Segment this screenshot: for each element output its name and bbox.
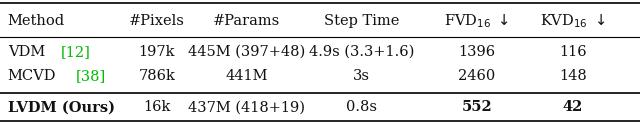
Text: 42: 42 xyxy=(563,100,583,114)
Text: Method: Method xyxy=(8,14,65,28)
Text: [12]: [12] xyxy=(61,45,91,59)
Text: 1396: 1396 xyxy=(458,45,495,59)
Text: LVDM (Ours): LVDM (Ours) xyxy=(8,100,115,114)
Text: VDM: VDM xyxy=(8,45,45,59)
Text: 441M: 441M xyxy=(225,69,268,83)
Text: 0.8s: 0.8s xyxy=(346,100,377,114)
Text: 197k: 197k xyxy=(138,45,175,59)
Text: Step Time: Step Time xyxy=(324,14,399,28)
Text: #Params: #Params xyxy=(212,14,280,28)
Text: KVD$_{16}$ $\downarrow$: KVD$_{16}$ $\downarrow$ xyxy=(540,12,605,30)
Text: [38]: [38] xyxy=(76,69,106,83)
Text: 148: 148 xyxy=(559,69,587,83)
Text: 786k: 786k xyxy=(138,69,175,83)
Text: 3s: 3s xyxy=(353,69,370,83)
Text: #Pixels: #Pixels xyxy=(129,14,185,28)
Text: 445M (397+48): 445M (397+48) xyxy=(188,45,305,59)
Text: MCVD: MCVD xyxy=(8,69,56,83)
Text: 2460: 2460 xyxy=(458,69,495,83)
Text: 116: 116 xyxy=(559,45,587,59)
Text: 437M (418+19): 437M (418+19) xyxy=(188,100,305,114)
Text: 16k: 16k xyxy=(143,100,170,114)
Text: 4.9s (3.3+1.6): 4.9s (3.3+1.6) xyxy=(309,45,414,59)
Text: FVD$_{16}$ $\downarrow$: FVD$_{16}$ $\downarrow$ xyxy=(444,12,509,30)
Text: 552: 552 xyxy=(461,100,492,114)
